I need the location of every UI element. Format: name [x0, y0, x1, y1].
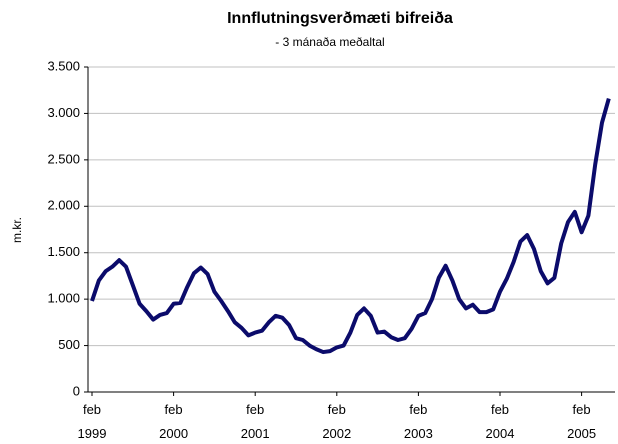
- x-tick-label: feb 2004: [485, 402, 515, 441]
- y-axis-label: m.kr.: [10, 217, 24, 243]
- x-tick-label: feb 2002: [322, 402, 352, 441]
- x-tick-label: feb 1999: [77, 402, 107, 441]
- y-tick-label: 2.500: [47, 151, 80, 166]
- chart-subtitle: - 3 mánaða meðaltal: [275, 35, 384, 49]
- x-tick-label: feb 2000: [159, 402, 189, 441]
- y-tick-label: 2.000: [47, 198, 80, 213]
- y-tick-label: 1.500: [47, 244, 80, 259]
- x-tick-label: feb 2005: [567, 402, 597, 441]
- y-tick-label: 1.000: [47, 291, 80, 306]
- x-tick-label: feb 2003: [403, 402, 433, 441]
- y-tick-label: 0: [73, 383, 80, 398]
- x-tick-label: feb 2001: [240, 402, 270, 441]
- y-tick-label: 3.000: [47, 105, 80, 120]
- y-tick-label: 500: [58, 337, 80, 352]
- line-series: [90, 98, 611, 355]
- y-tick-label: 3.500: [47, 58, 80, 73]
- chart-title: Innflutningsverðmæti bifreiða: [227, 10, 453, 27]
